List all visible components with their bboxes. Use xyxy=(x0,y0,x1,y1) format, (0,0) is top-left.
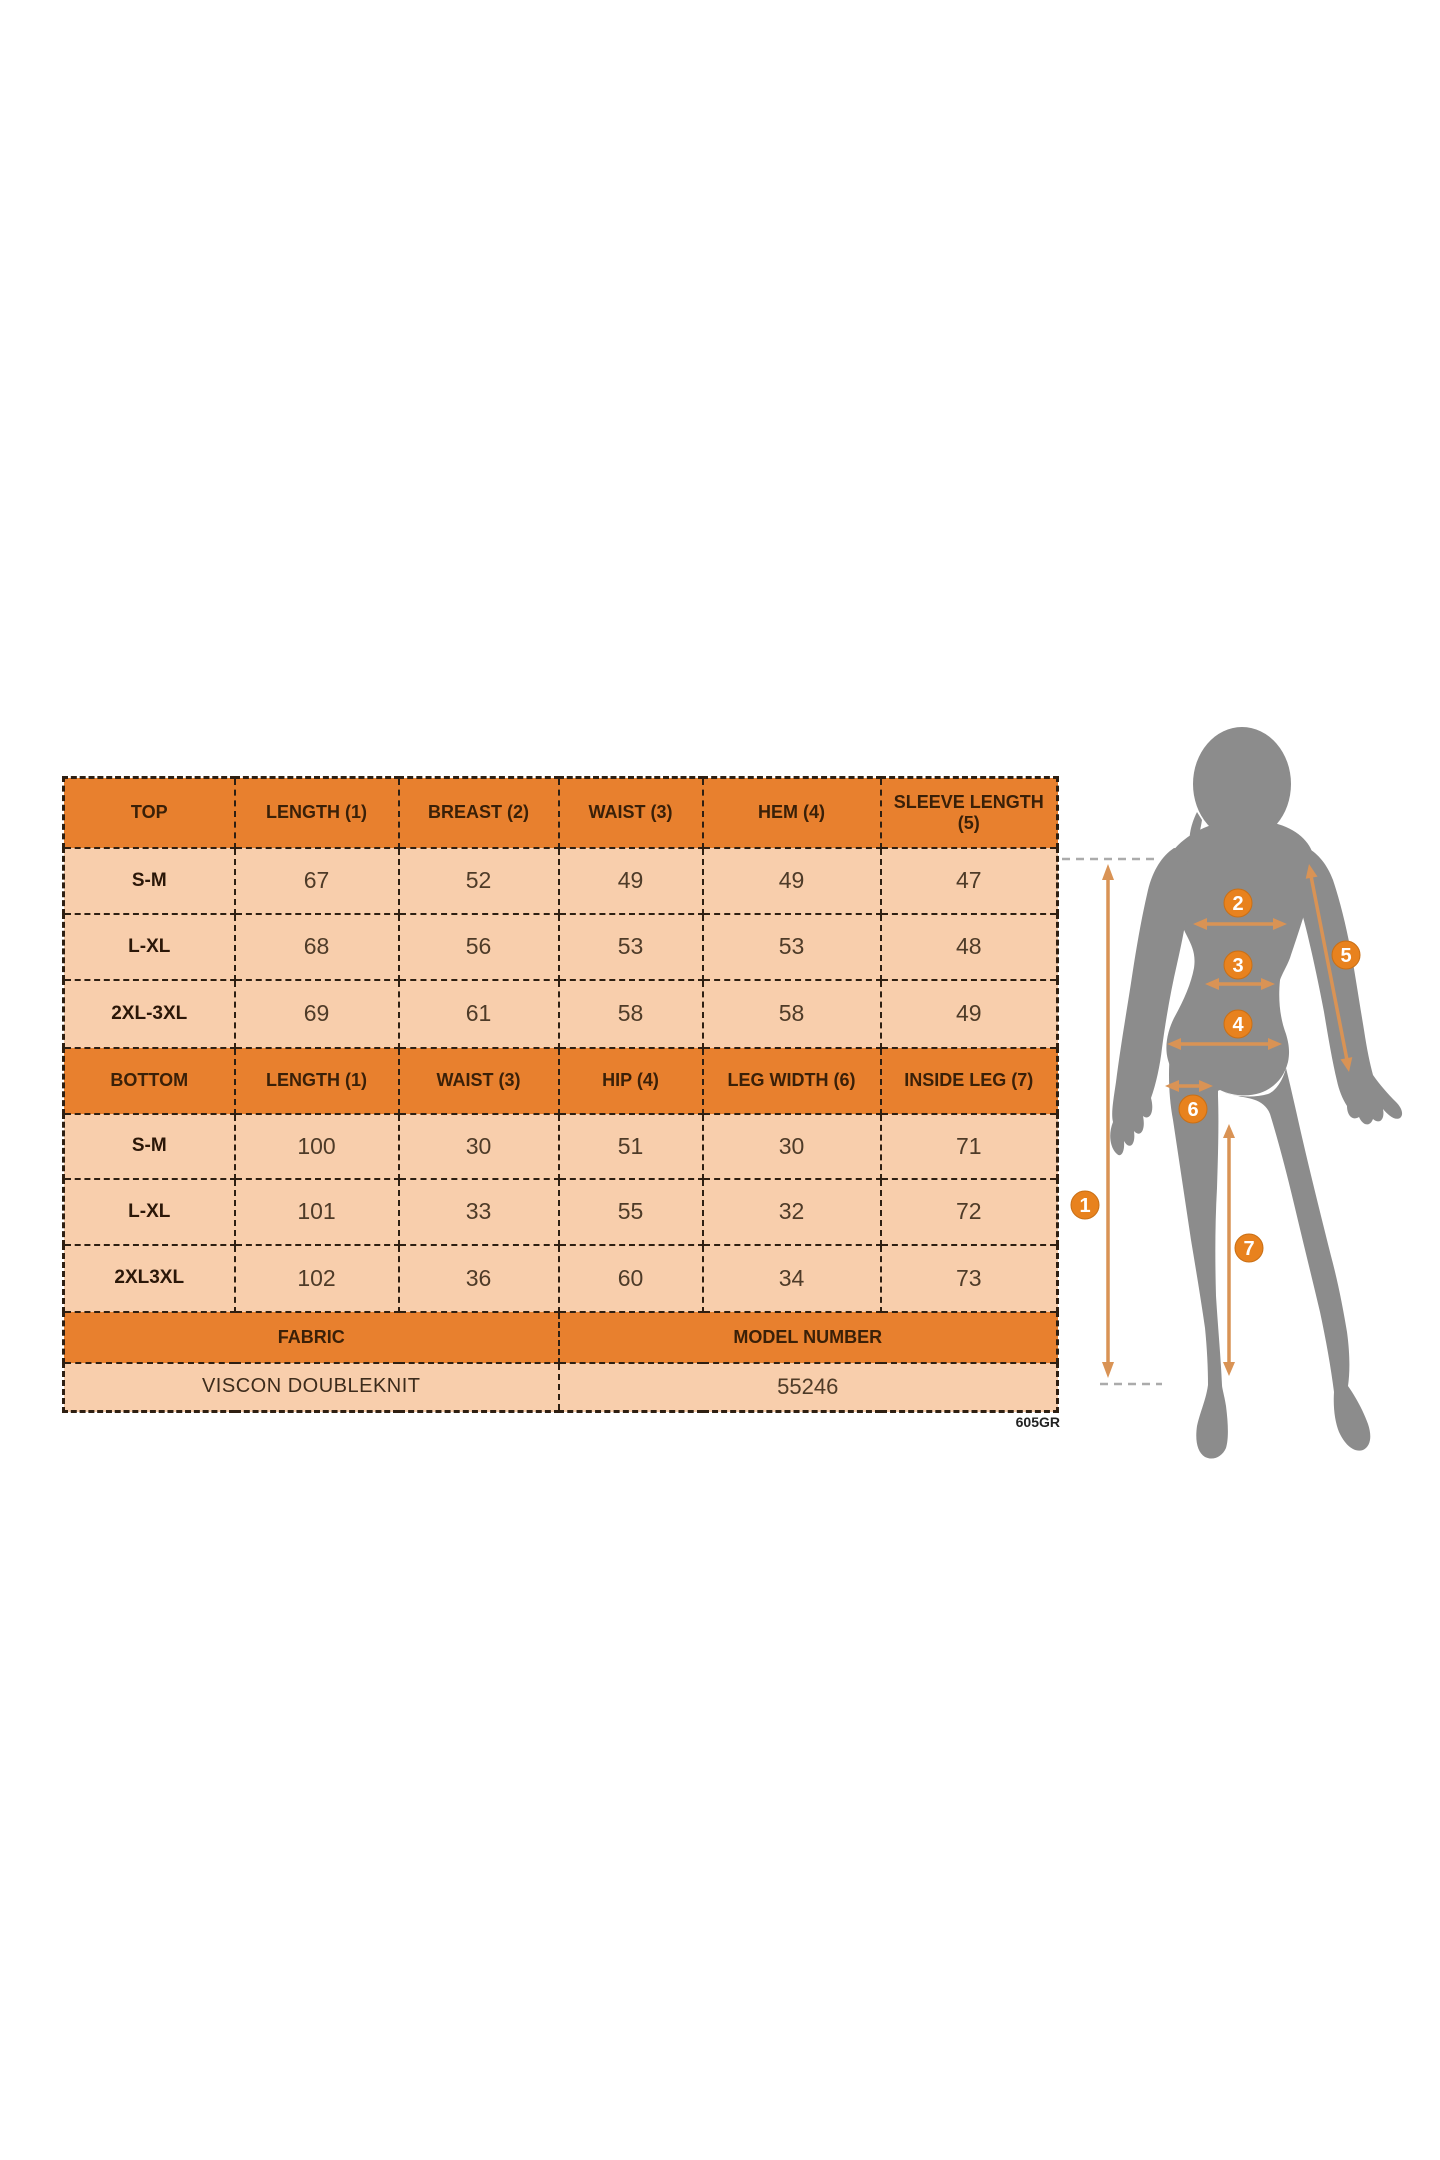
svg-text:3: 3 xyxy=(1232,955,1243,977)
column-header-waist: WAIST (3) xyxy=(397,1046,560,1115)
bottom-header-row: BOTTOM LENGTH (1) WAIST (3) HIP (4) LEG … xyxy=(62,1046,1059,1115)
svg-text:1: 1 xyxy=(1079,1195,1090,1217)
value-cell: 33 xyxy=(397,1177,560,1246)
silhouette-left-leg xyxy=(1169,1052,1228,1459)
column-header-sleeve-length: SLEEVE LENGTH (5) xyxy=(879,776,1059,849)
column-header-leg-width: LEG WIDTH (6) xyxy=(701,1046,882,1115)
table-row: S-M 100 30 51 30 71 xyxy=(62,1112,1059,1180)
svg-text:4: 4 xyxy=(1232,1014,1244,1036)
value-cell: 102 xyxy=(233,1243,400,1313)
value-cell: 49 xyxy=(879,978,1059,1049)
size-label-cell: S-M xyxy=(62,846,236,915)
column-header-top: TOP xyxy=(62,776,236,849)
svg-text:7: 7 xyxy=(1243,1238,1254,1260)
table-row: L-XL 68 56 53 53 48 xyxy=(62,912,1059,981)
measure-arrow-2 xyxy=(1193,918,1287,930)
table-row: L-XL 101 33 55 32 72 xyxy=(62,1177,1059,1246)
measurement-figure: 1 2 3 4 5 xyxy=(1050,700,1440,1460)
measure-arrow-7 xyxy=(1223,1124,1235,1376)
column-header-hip: HIP (4) xyxy=(557,1046,704,1115)
value-cell: 53 xyxy=(557,912,704,981)
value-cell: 32 xyxy=(701,1177,882,1246)
marker-badge-3: 3 xyxy=(1223,950,1253,980)
value-cell: 67 xyxy=(233,846,400,915)
silhouette-right-leg xyxy=(1223,1068,1371,1451)
value-cell: 61 xyxy=(397,978,560,1049)
value-cell: 68 xyxy=(233,912,400,981)
silhouette-head xyxy=(1193,727,1291,841)
marker-badge-4: 4 xyxy=(1223,1009,1253,1039)
value-cell: 101 xyxy=(233,1177,400,1246)
model-number-value-cell: 55246 xyxy=(557,1361,1059,1413)
measure-arrow-6 xyxy=(1165,1080,1213,1092)
value-cell: 73 xyxy=(879,1243,1059,1313)
marker-badge-5: 5 xyxy=(1331,940,1361,970)
size-label-cell: L-XL xyxy=(62,1177,236,1246)
value-cell: 60 xyxy=(557,1243,704,1313)
value-cell: 72 xyxy=(879,1177,1059,1246)
footer-value-row: VISCON DOUBLEKNIT 55246 xyxy=(62,1361,1059,1413)
fabric-value-cell: VISCON DOUBLEKNIT xyxy=(62,1361,560,1413)
value-cell: 49 xyxy=(701,846,882,915)
value-cell: 30 xyxy=(701,1112,882,1180)
column-header-bottom: BOTTOM xyxy=(62,1046,236,1115)
value-cell: 52 xyxy=(397,846,560,915)
size-label-cell: L-XL xyxy=(62,912,236,981)
value-cell: 36 xyxy=(397,1243,560,1313)
silhouette-right-arm xyxy=(1293,847,1403,1125)
value-cell: 48 xyxy=(879,912,1059,981)
value-cell: 71 xyxy=(879,1112,1059,1180)
value-cell: 47 xyxy=(879,846,1059,915)
marker-badge-6: 6 xyxy=(1178,1094,1208,1124)
value-cell: 58 xyxy=(557,978,704,1049)
body-measurement-svg: 1 2 3 4 5 xyxy=(1062,727,1403,1459)
value-cell: 34 xyxy=(701,1243,882,1313)
column-header-inside-leg: INSIDE LEG (7) xyxy=(879,1046,1059,1115)
measure-arrow-3 xyxy=(1205,978,1275,990)
marker-badges: 1 2 3 4 5 xyxy=(1070,888,1361,1263)
model-number-header-cell: MODEL NUMBER xyxy=(557,1310,1059,1364)
fabric-header-cell: FABRIC xyxy=(62,1310,560,1364)
column-header-hem: HEM (4) xyxy=(701,776,882,849)
table-row: S-M 67 52 49 49 47 xyxy=(62,846,1059,915)
column-header-waist: WAIST (3) xyxy=(557,776,704,849)
column-header-length: LENGTH (1) xyxy=(233,1046,400,1115)
woman-silhouette xyxy=(1110,727,1403,1459)
table-row: 2XL-3XL 69 61 58 58 49 xyxy=(62,978,1059,1049)
column-header-breast: BREAST (2) xyxy=(397,776,560,849)
top-header-row: TOP LENGTH (1) BREAST (2) WAIST (3) HEM … xyxy=(62,776,1059,849)
size-label-cell: 2XL3XL xyxy=(62,1243,236,1313)
value-cell: 30 xyxy=(397,1112,560,1180)
value-cell: 51 xyxy=(557,1112,704,1180)
measure-arrow-4 xyxy=(1167,1038,1282,1050)
size-table: TOP LENGTH (1) BREAST (2) WAIST (3) HEM … xyxy=(62,776,1059,1413)
column-header-length: LENGTH (1) xyxy=(233,776,400,849)
value-cell: 56 xyxy=(397,912,560,981)
silhouette-left-arm xyxy=(1110,848,1190,1156)
value-cell: 49 xyxy=(557,846,704,915)
size-label-cell: 2XL-3XL xyxy=(62,978,236,1049)
svg-text:5: 5 xyxy=(1340,945,1351,967)
value-cell: 53 xyxy=(701,912,882,981)
svg-text:6: 6 xyxy=(1187,1099,1198,1121)
catalog-code: 605GR xyxy=(1015,1414,1060,1430)
size-label-cell: S-M xyxy=(62,1112,236,1180)
value-cell: 55 xyxy=(557,1177,704,1246)
svg-text:2: 2 xyxy=(1232,893,1243,915)
value-cell: 58 xyxy=(701,978,882,1049)
measurement-arrows xyxy=(1102,864,1353,1378)
marker-badge-1: 1 xyxy=(1070,1190,1100,1220)
table-row: 2XL3XL 102 36 60 34 73 xyxy=(62,1243,1059,1313)
value-cell: 100 xyxy=(233,1112,400,1180)
value-cell: 69 xyxy=(233,978,400,1049)
marker-badge-7: 7 xyxy=(1234,1233,1264,1263)
measure-arrow-5 xyxy=(1305,864,1353,1072)
footer-header-row: FABRIC MODEL NUMBER xyxy=(62,1310,1059,1364)
measure-arrow-1 xyxy=(1102,864,1114,1378)
marker-badge-2: 2 xyxy=(1223,888,1253,918)
